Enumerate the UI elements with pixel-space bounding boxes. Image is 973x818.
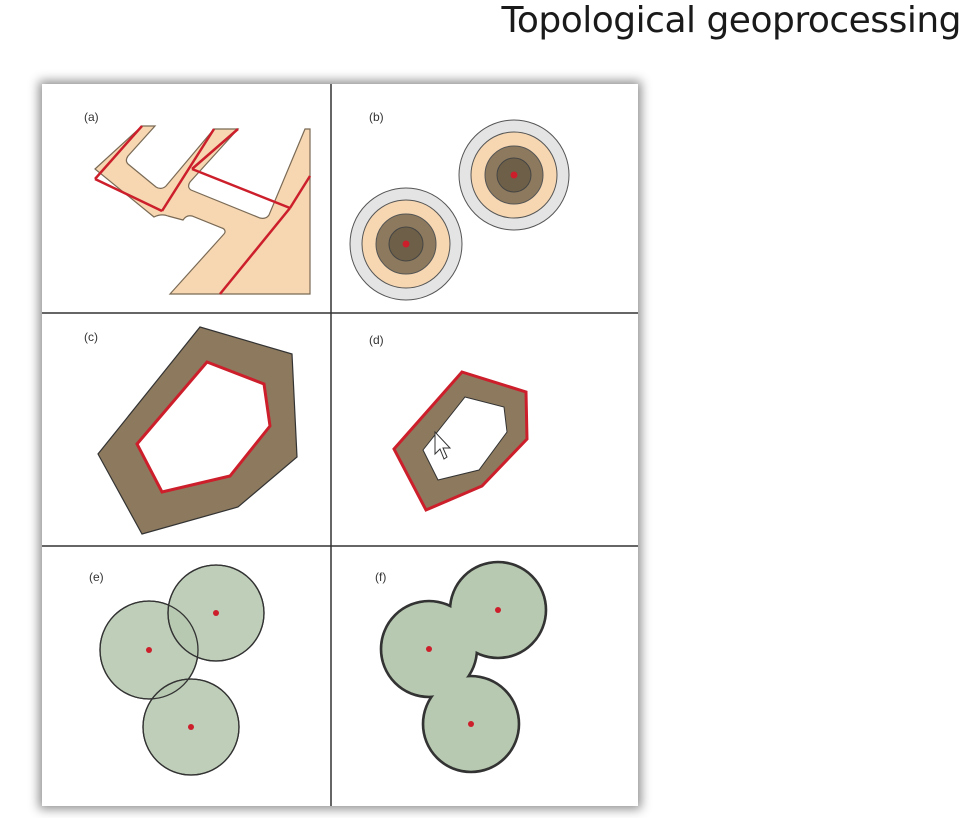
panel-label-c: (c) xyxy=(84,330,98,344)
parcel-shape xyxy=(94,125,311,295)
parcel-boundary-line xyxy=(191,128,239,170)
cursor-icon xyxy=(434,430,452,460)
panel-c-outer-buffer xyxy=(97,326,298,535)
ring-buffer-lower xyxy=(349,187,463,301)
panel-label-a: (a) xyxy=(84,110,99,124)
panel-label-e: (e) xyxy=(89,570,104,584)
point-feature xyxy=(495,607,501,613)
panel-a-parcels xyxy=(94,125,312,295)
panel-label-d: (d) xyxy=(369,333,384,347)
source-polygon xyxy=(135,360,272,494)
point-feature xyxy=(468,721,474,727)
figure-svg: (a) (b) (c) (d) (e) (f) xyxy=(42,84,638,806)
panel-d-inner-buffer xyxy=(392,370,529,512)
panel-b-ring-buffers xyxy=(349,119,570,301)
panel-label-b: (b) xyxy=(369,110,384,124)
slide-title: Topological geoprocessing xyxy=(501,0,962,41)
parcel-boundary-line xyxy=(288,175,312,209)
parcel-boundary-line xyxy=(94,177,163,213)
figure-panel-grid: (a) (b) (c) (d) (e) (f) xyxy=(42,84,638,806)
panel-label-f: (f) xyxy=(375,570,386,584)
panel-f-dissolved-buffers xyxy=(379,560,548,774)
point-feature xyxy=(146,647,152,653)
parcel-boundary-line xyxy=(219,207,291,295)
parcel-boundary-line xyxy=(191,167,291,210)
ring-buffer-upper xyxy=(458,119,570,231)
parcel-boundary-line xyxy=(160,128,216,212)
point-feature xyxy=(188,724,194,730)
point-feature xyxy=(213,610,219,616)
parcel-boundary-line xyxy=(94,125,143,180)
point-feature xyxy=(426,646,432,652)
panel-e-overlapping-buffers xyxy=(99,564,265,776)
